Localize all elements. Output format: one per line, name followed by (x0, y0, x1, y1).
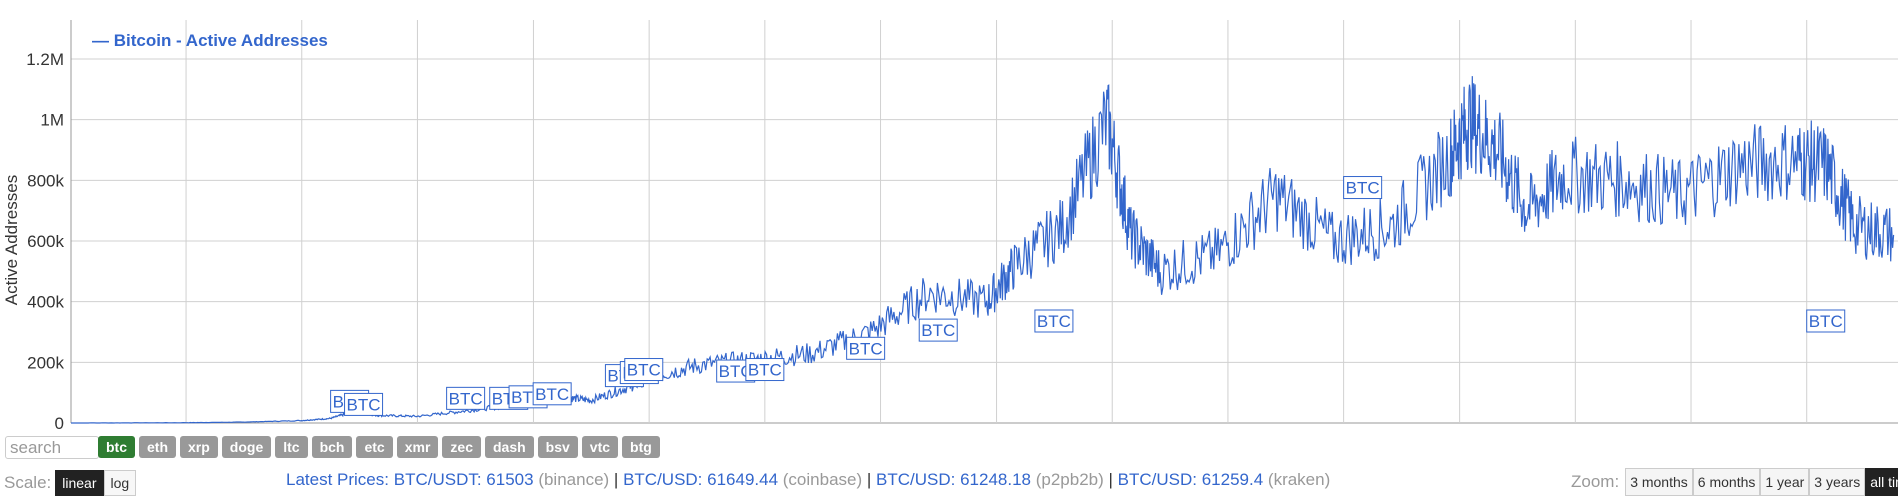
price-value[interactable]: BTC/USD: 61248.18 (876, 470, 1031, 489)
price-separator: | (609, 470, 624, 489)
annotation-flag-box (532, 382, 572, 406)
annotation-flag[interactable]: BTC (918, 318, 958, 342)
zoom-control: Zoom: 3 months 6 months 1 year 3 years all t… (1571, 468, 1898, 496)
annotation-flag[interactable]: BTC (745, 358, 785, 382)
coin-button-dash[interactable]: dash (484, 436, 534, 458)
coin-button-etc[interactable]: etc (356, 436, 393, 458)
annotation-flag[interactable]: BTC (716, 359, 756, 383)
zoom-button-3-years[interactable]: 3 years (1809, 468, 1866, 496)
annotation-flag-box (918, 318, 958, 342)
coin-button-zec[interactable]: zec (442, 436, 481, 458)
annotation-flag-label: BTC (748, 361, 782, 380)
annotation-flag-label: BTC (449, 389, 483, 408)
y-tick-label: 1.2M (26, 50, 64, 69)
y-tick-label: 0 (55, 414, 64, 430)
coin-button-bch[interactable]: bch (311, 436, 353, 458)
scale-log-button[interactable]: log (103, 470, 137, 496)
annotation-flag[interactable]: BTC (846, 336, 886, 360)
zoom-button-all-time[interactable]: all time (1865, 468, 1898, 496)
annotation-flag-label: BTC (849, 339, 883, 358)
annotation-flag-label: BTC (1346, 179, 1380, 198)
annotation-flag-box (745, 358, 785, 382)
y-tick-label: 400k (27, 293, 64, 312)
price-source: (binance) (538, 470, 610, 489)
search-input[interactable] (5, 436, 99, 459)
coin-button-doge[interactable]: doge (221, 436, 272, 458)
latest-prices-label: Latest Prices: (286, 470, 389, 489)
annotation-flag-label: BTC (1809, 312, 1843, 331)
price-value[interactable]: BTC/USD: 61259.4 (1117, 470, 1264, 489)
scale-linear-button[interactable]: linear (55, 470, 104, 496)
annotation-flag[interactable]: BTC (344, 392, 384, 416)
price-source: (coinbase) (782, 470, 863, 489)
annotation-flag-box (344, 392, 384, 416)
annotation-flag-label: BTC (719, 362, 753, 381)
y-tick-label: 600k (27, 232, 64, 251)
annotation-flag-label: BTC (627, 361, 661, 380)
annotation-flag[interactable]: BTC (1343, 176, 1383, 200)
zoom-button-3-months[interactable]: 3 months (1625, 468, 1693, 496)
zoom-button-1-year[interactable]: 1 year (1760, 468, 1810, 496)
annotation-flag-box (446, 386, 486, 410)
annotation-flag-label: BTC (347, 395, 381, 414)
annotation-flag[interactable]: BTC (1806, 309, 1846, 333)
coin-button-ltc[interactable]: ltc (275, 436, 308, 458)
annotation-flag-box (1343, 176, 1383, 200)
coin-button-xrp[interactable]: xrp (180, 436, 218, 458)
price-separator: | (862, 470, 877, 489)
coin-button-btc[interactable]: btc (98, 436, 135, 458)
price-source: (kraken) (1267, 470, 1331, 489)
scale-control: Scale: linear log (4, 470, 137, 496)
scale-label: Scale: (4, 473, 52, 492)
annotation-flag-label: BTC (921, 321, 955, 340)
legend-entry[interactable]: — Bitcoin - Active Addresses (92, 31, 328, 50)
coin-button-eth[interactable]: eth (139, 436, 176, 458)
annotation-flag-box (624, 358, 664, 382)
price-source: (p2pb2b) (1035, 470, 1104, 489)
annotation-flag-box (846, 336, 886, 360)
annotation-flag[interactable]: BTC (446, 386, 486, 410)
coin-button-xmr[interactable]: xmr (396, 436, 439, 458)
annotation-flag[interactable]: BTC (532, 382, 572, 406)
annotation-flag-label: BTC (1037, 312, 1071, 331)
annotation-flag[interactable]: BTC (1034, 309, 1074, 333)
y-tick-label: 800k (27, 171, 64, 190)
annotation-flag[interactable]: BTC (624, 358, 664, 382)
y-tick-label: 200k (27, 353, 64, 372)
annotation-flag-label: BTC (535, 385, 569, 404)
coin-button-bsv[interactable]: bsv (537, 436, 578, 458)
y-tick-label: 1M (40, 111, 64, 130)
zoom-label: Zoom: (1571, 472, 1620, 491)
coin-selector: btc eth xrp doge ltc bch etc xmr zec dash bsv vtc bt… (98, 436, 660, 458)
y-axis-label: Active Addresses (2, 175, 21, 305)
coin-button-vtc[interactable]: vtc (581, 436, 619, 458)
annotation-flags: BTCBTCBTCBTCBTCBTCBTCBTCBTCBTCBTCBTCBTCB… (330, 176, 1846, 416)
price-value[interactable]: BTC/USD: 61649.44 (623, 470, 779, 489)
y-axis-ticks: 0 200k 400k 600k 800k 1M 1.2M (26, 50, 64, 430)
zoom-button-6-months[interactable]: 6 months (1692, 468, 1761, 496)
chart: BTCBTCBTCBTCBTCBTCBTCBTCBTCBTCBTCBTCBTCB… (2, 20, 1898, 430)
series-layer (71, 76, 1895, 424)
annotation-flag-box (1806, 309, 1846, 333)
series-line (71, 76, 1895, 424)
price-separator: | (1103, 470, 1118, 489)
annotation-flag-box (1034, 309, 1074, 333)
grid-lines (70, 20, 1898, 424)
coin-button-btg[interactable]: btg (622, 436, 660, 458)
latest-prices: Latest Prices: BTC/USDT: 61503 (binance)… (286, 470, 1330, 490)
price-value[interactable]: BTC/USDT: 61503 (393, 470, 534, 489)
